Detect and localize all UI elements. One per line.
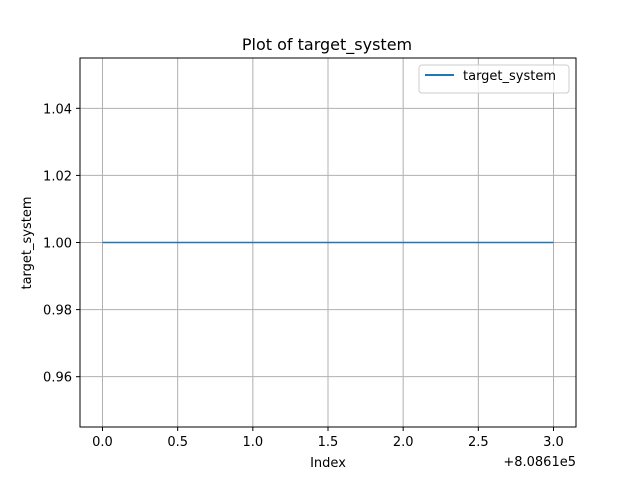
y-axis-label: target_system [20, 196, 35, 289]
chart-title: Plot of target_system [242, 35, 412, 55]
y-tick-label: 0.96 [43, 371, 72, 386]
y-tick-label: 1.04 [43, 102, 72, 117]
x-axis-offset-label: +8.0861e5 [503, 455, 576, 470]
x-tick-label: 2.0 [393, 435, 414, 450]
legend-box [418, 64, 570, 94]
legend: target_system [418, 64, 570, 94]
legend-label-target-system: target_system [463, 69, 556, 84]
x-axis-label: Index [310, 456, 346, 471]
axis-ticks: 0.0 0.5 1.0 1.5 2.0 2.5 3.0 0.96 0.98 1.00 1.02 1.0… [43, 102, 564, 450]
y-tick-label: 1.02 [43, 169, 72, 184]
x-tick-label: 0.5 [167, 435, 188, 450]
x-tick-label: 2.5 [468, 435, 489, 450]
x-tick-label: 0.0 [92, 435, 113, 450]
x-tick-label: 3.0 [543, 435, 564, 450]
x-tick-label: 1.0 [242, 435, 263, 450]
y-tick-label: 0.98 [43, 304, 72, 319]
y-tick-label: 1.00 [43, 237, 72, 252]
x-tick-label: 1.5 [318, 435, 339, 450]
